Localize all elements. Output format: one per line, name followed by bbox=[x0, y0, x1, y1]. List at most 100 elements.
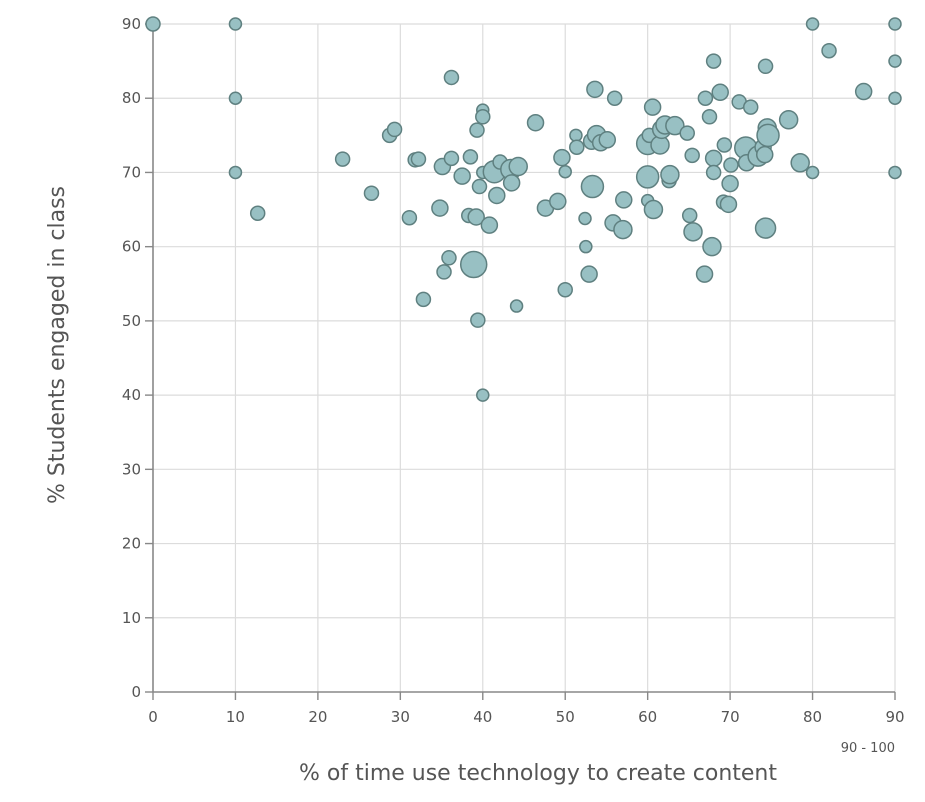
data-point bbox=[888, 17, 902, 31]
data-point bbox=[679, 125, 695, 141]
data-point bbox=[569, 139, 585, 155]
data-point bbox=[695, 265, 714, 283]
data-point bbox=[228, 165, 243, 180]
y-tick-label: 30 bbox=[122, 460, 141, 478]
data-point bbox=[471, 178, 488, 195]
data-point bbox=[453, 167, 471, 185]
data-point bbox=[854, 82, 873, 101]
data-point bbox=[443, 150, 460, 167]
data-point bbox=[557, 281, 573, 298]
data-point bbox=[643, 98, 662, 116]
data-point bbox=[790, 153, 810, 173]
data-point bbox=[558, 164, 572, 179]
data-point bbox=[488, 186, 506, 205]
data-point bbox=[606, 90, 623, 106]
data-point bbox=[598, 131, 617, 149]
data-point bbox=[701, 109, 718, 125]
data-point bbox=[615, 191, 633, 209]
y-tick-label: 20 bbox=[122, 535, 141, 553]
data-point bbox=[805, 165, 820, 180]
x-tick-label: 20 bbox=[308, 708, 327, 726]
data-point bbox=[469, 122, 485, 138]
data-point bbox=[480, 216, 499, 234]
data-point bbox=[684, 147, 700, 164]
data-point bbox=[755, 145, 774, 164]
y-tick-label: 10 bbox=[122, 609, 141, 627]
y-tick-label: 0 bbox=[131, 683, 141, 701]
x-tick-label: 90 bbox=[885, 708, 904, 726]
data-points bbox=[145, 16, 902, 402]
y-tick-label: 50 bbox=[122, 312, 141, 330]
data-point bbox=[334, 151, 351, 167]
data-point bbox=[888, 54, 902, 68]
data-point bbox=[549, 192, 567, 211]
data-point bbox=[697, 90, 714, 106]
data-point bbox=[756, 123, 780, 148]
data-point bbox=[635, 165, 660, 189]
x-tick-label: 60 bbox=[638, 708, 657, 726]
data-point bbox=[467, 208, 485, 226]
data-point bbox=[778, 109, 799, 130]
data-point bbox=[805, 17, 820, 31]
data-point bbox=[502, 174, 521, 192]
data-point bbox=[526, 113, 545, 132]
data-point bbox=[228, 91, 243, 105]
data-point bbox=[579, 239, 593, 254]
data-point bbox=[888, 91, 902, 105]
data-point bbox=[386, 121, 403, 138]
y-axis-ticks: 0 10 20 30 40 50 60 70 80 90 bbox=[122, 15, 153, 701]
data-point bbox=[459, 250, 488, 279]
data-point bbox=[586, 80, 604, 99]
data-point bbox=[613, 219, 633, 240]
data-point bbox=[721, 174, 739, 193]
data-point bbox=[681, 207, 698, 224]
y-tick-label: 60 bbox=[122, 238, 141, 256]
data-point bbox=[578, 211, 592, 226]
data-point bbox=[580, 174, 605, 199]
y-axis-title: % Students engaged in class bbox=[45, 186, 70, 504]
data-point bbox=[723, 157, 739, 173]
data-point bbox=[643, 199, 664, 220]
data-point bbox=[719, 195, 738, 214]
data-point bbox=[431, 199, 449, 217]
x-tick-label: 70 bbox=[721, 708, 740, 726]
data-point bbox=[509, 299, 524, 313]
data-point bbox=[249, 205, 266, 222]
x-tick-label: 40 bbox=[473, 708, 492, 726]
data-point bbox=[508, 156, 528, 177]
data-point bbox=[683, 222, 703, 242]
data-point bbox=[553, 148, 571, 167]
y-tick-label: 80 bbox=[122, 89, 141, 107]
x-axis-ticks: 0 10 20 30 40 50 60 70 80 90 bbox=[148, 692, 905, 726]
data-point bbox=[716, 137, 733, 153]
data-point bbox=[441, 250, 457, 266]
data-point bbox=[401, 209, 418, 226]
x-axis-title: % of time use technology to create conte… bbox=[299, 761, 777, 786]
data-point bbox=[660, 164, 680, 185]
data-point bbox=[711, 83, 729, 102]
data-point bbox=[702, 236, 722, 257]
data-point bbox=[476, 388, 490, 402]
data-point bbox=[443, 69, 460, 86]
x-tick-label: 10 bbox=[226, 708, 245, 726]
y-tick-label: 90 bbox=[122, 15, 141, 33]
data-point bbox=[705, 164, 722, 181]
data-point bbox=[145, 16, 161, 32]
x-tick-annotation: 90 - 100 bbox=[841, 741, 895, 756]
axes bbox=[152, 24, 895, 693]
y-tick-label: 40 bbox=[122, 386, 141, 404]
x-tick-label: 80 bbox=[803, 708, 822, 726]
y-tick-label: 70 bbox=[122, 163, 141, 181]
data-point bbox=[665, 115, 685, 136]
data-point bbox=[470, 312, 486, 328]
data-point bbox=[704, 149, 723, 168]
data-point bbox=[475, 109, 491, 125]
data-point bbox=[363, 185, 380, 201]
data-point bbox=[580, 265, 598, 283]
data-point bbox=[410, 151, 427, 167]
data-point bbox=[821, 42, 837, 59]
x-tick-label: 30 bbox=[391, 708, 410, 726]
data-point bbox=[754, 217, 777, 239]
data-point bbox=[436, 264, 452, 280]
